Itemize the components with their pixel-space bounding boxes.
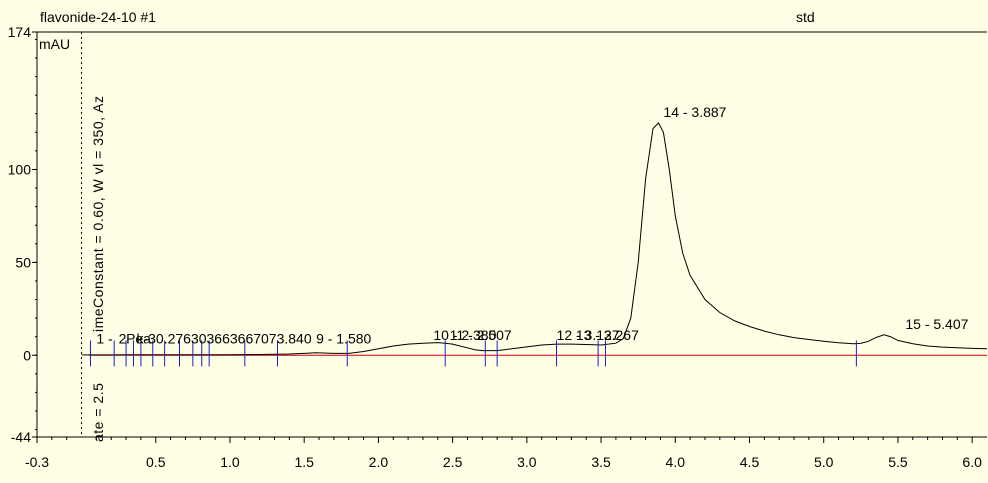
trace-layer [81,122,988,356]
y-tick-label: 100 [8,161,32,177]
x-tick-label: 4.5 [740,454,760,470]
peak-label: 15 - 5.407 [905,316,968,332]
y-tick-label: 50 [15,254,31,270]
peak-label: 2 [119,331,127,347]
peak-label: 1 - [96,331,113,347]
y-tick-label: -44 [11,429,31,445]
x-tick-label: 1.5 [294,454,314,470]
peak-label: 13 - 3.267 [576,327,639,343]
peak-label: 12 - 3.127 [557,327,620,343]
vertical-annotation-lower: ate = 2.5 [90,383,106,442]
x-tick-label: 4.0 [666,454,686,470]
axes [32,31,987,443]
y-axis-unit-label: mAU [39,36,70,52]
peak-label: k-30.276303663667073.840 [136,331,311,347]
x-tick-label: 3.5 [591,454,611,470]
peak-label: 9 - 1.580 [316,331,371,347]
x-tick-label: 5.0 [814,454,834,470]
x-tick-label: 2.0 [369,454,389,470]
peak-markers-layer [89,340,857,367]
tick-labels-layer: -44 0 50 100 174 -0.3 0.5 1.0 1.5 2.0 2.5 3.0 3.5 4.0… [8,24,982,470]
x-tick-label: 0.5 [146,454,166,470]
peak-label: Pea [126,331,151,347]
chromatogram-trace [81,122,988,356]
x-tick-label: 6.0 [962,454,982,470]
x-tick-label: -0.3 [25,454,49,470]
chart-subtitle: std [796,9,815,25]
x-tick-label: 5.5 [888,454,908,470]
x-tick-label: 3.0 [517,454,537,470]
x-tick-label: 2.5 [443,454,463,470]
x-tick-label: 1.0 [220,454,240,470]
peak-label: 10 - 2.380 [433,327,496,343]
y-tick-label: 174 [8,24,32,40]
peak-label: 14 - 3.887 [663,104,726,120]
chart-title: flavonide-24-10 #1 [40,9,156,25]
peak-label: 11 - 2.507 [450,327,512,343]
y-tick-label: 0 [23,347,31,363]
vertical-annotation-upper: imeConstant = 0.60, W vl = 350, Az [90,96,106,332]
